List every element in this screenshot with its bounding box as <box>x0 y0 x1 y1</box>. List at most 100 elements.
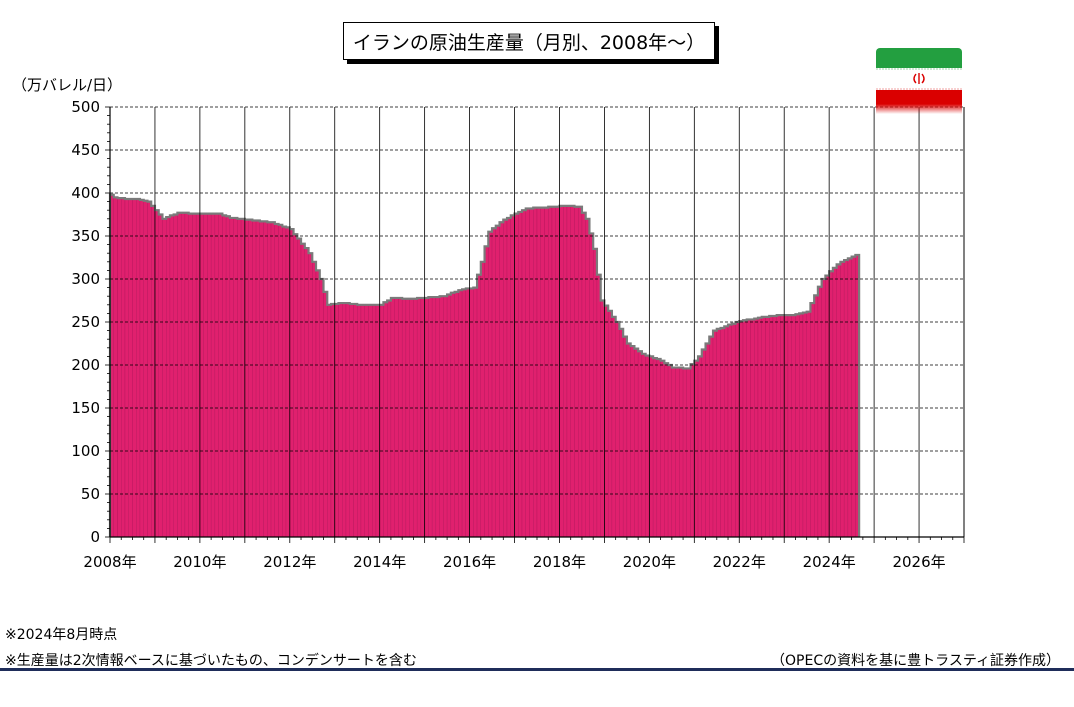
data-bar <box>416 297 422 538</box>
data-bar <box>488 231 493 538</box>
data-bar <box>375 304 380 538</box>
data-bar <box>315 270 320 538</box>
y-tick-label: 50 <box>81 485 100 503</box>
x-tick-label: 2018年 <box>533 553 586 571</box>
data-bar <box>274 223 279 538</box>
data-bar <box>574 206 579 538</box>
data-bar <box>368 304 373 538</box>
y-tick-label: 500 <box>71 98 100 116</box>
data-bar <box>510 215 515 538</box>
data-bar <box>761 316 766 538</box>
data-bar <box>435 296 440 538</box>
data-bar <box>851 256 856 538</box>
data-bar <box>720 327 725 538</box>
data-bar <box>210 213 216 538</box>
data-bar <box>645 355 650 538</box>
data-bar <box>409 298 414 538</box>
data-bar <box>300 243 305 538</box>
data-bar <box>776 314 781 538</box>
data-bar <box>701 349 706 538</box>
data-bar <box>428 296 433 538</box>
data-bar <box>712 330 717 538</box>
data-bar <box>173 214 178 538</box>
data-bar <box>828 271 834 538</box>
data-bar <box>551 206 556 538</box>
data-bar <box>664 363 669 538</box>
data-bar <box>207 213 212 538</box>
data-bar <box>641 353 646 538</box>
data-bar <box>694 360 699 538</box>
data-bar <box>387 300 392 538</box>
data-bar <box>124 198 129 538</box>
data-bar <box>349 303 354 538</box>
data-bar <box>637 351 643 538</box>
data-bar <box>559 205 564 538</box>
data-bar <box>218 213 223 538</box>
data-bar <box>742 320 747 538</box>
data-bar <box>656 358 661 538</box>
data-bar <box>473 287 478 538</box>
data-bar <box>360 304 365 538</box>
data-bar <box>817 286 822 538</box>
data-bar <box>431 296 437 538</box>
y-tick-label: 200 <box>71 356 100 374</box>
data-bar <box>563 205 568 538</box>
data-bar <box>289 228 294 538</box>
data-bar <box>750 319 755 538</box>
data-bar <box>420 297 425 538</box>
data-bar <box>555 206 560 538</box>
data-bar <box>754 318 759 538</box>
x-tick-label: 2014年 <box>353 553 406 571</box>
data-bar <box>121 197 126 538</box>
data-bar <box>323 291 328 538</box>
data-bar <box>544 207 549 538</box>
chart-svg: 0 50 100 150 200 250 300 350 400 450 500 2008年 2010年… <box>71 98 965 571</box>
data-bar <box>458 290 463 538</box>
data-bar <box>518 211 523 538</box>
data-bar <box>739 320 744 538</box>
data-bar <box>679 367 684 538</box>
data-bar <box>825 275 830 538</box>
data-bar <box>252 220 257 538</box>
data-bar <box>128 198 133 538</box>
data-bar <box>293 234 298 538</box>
x-tick-label: 2010年 <box>173 553 226 571</box>
data-bar <box>716 328 721 538</box>
data-bar <box>255 220 261 538</box>
data-bar <box>413 298 418 538</box>
data-bar <box>244 219 249 538</box>
y-tick-label: 400 <box>71 184 100 202</box>
data-bar <box>390 297 395 538</box>
y-tick-label: 100 <box>71 442 100 460</box>
data-bar <box>540 207 545 538</box>
data-bar <box>357 304 362 538</box>
data-bar <box>697 356 702 538</box>
data-bar <box>297 238 302 538</box>
data-bar <box>330 303 335 538</box>
data-bar <box>529 208 534 538</box>
data-bar <box>353 303 358 538</box>
data-bar <box>784 314 789 538</box>
x-tick-label: 2020年 <box>623 553 676 571</box>
data-bar <box>503 219 508 538</box>
data-bar <box>364 304 369 538</box>
data-bar <box>840 261 845 538</box>
data-bar <box>334 303 339 538</box>
data-bar <box>177 212 182 538</box>
data-bar <box>195 213 201 538</box>
data-bar <box>312 261 317 538</box>
data-bar <box>675 367 680 538</box>
data-bar <box>731 323 736 538</box>
data-bar <box>649 356 654 538</box>
data-bar <box>139 199 144 538</box>
y-tick-label: 350 <box>71 227 100 245</box>
y-tick-label: 250 <box>71 313 100 331</box>
data-bar <box>769 315 774 538</box>
x-tick-label: 2026年 <box>892 553 945 571</box>
x-tick-label: 2022年 <box>713 553 766 571</box>
data-bar <box>604 305 609 538</box>
data-bar <box>757 317 762 538</box>
data-bar <box>222 215 227 538</box>
data-bar <box>282 226 287 538</box>
y-tick-label: 300 <box>71 270 100 288</box>
